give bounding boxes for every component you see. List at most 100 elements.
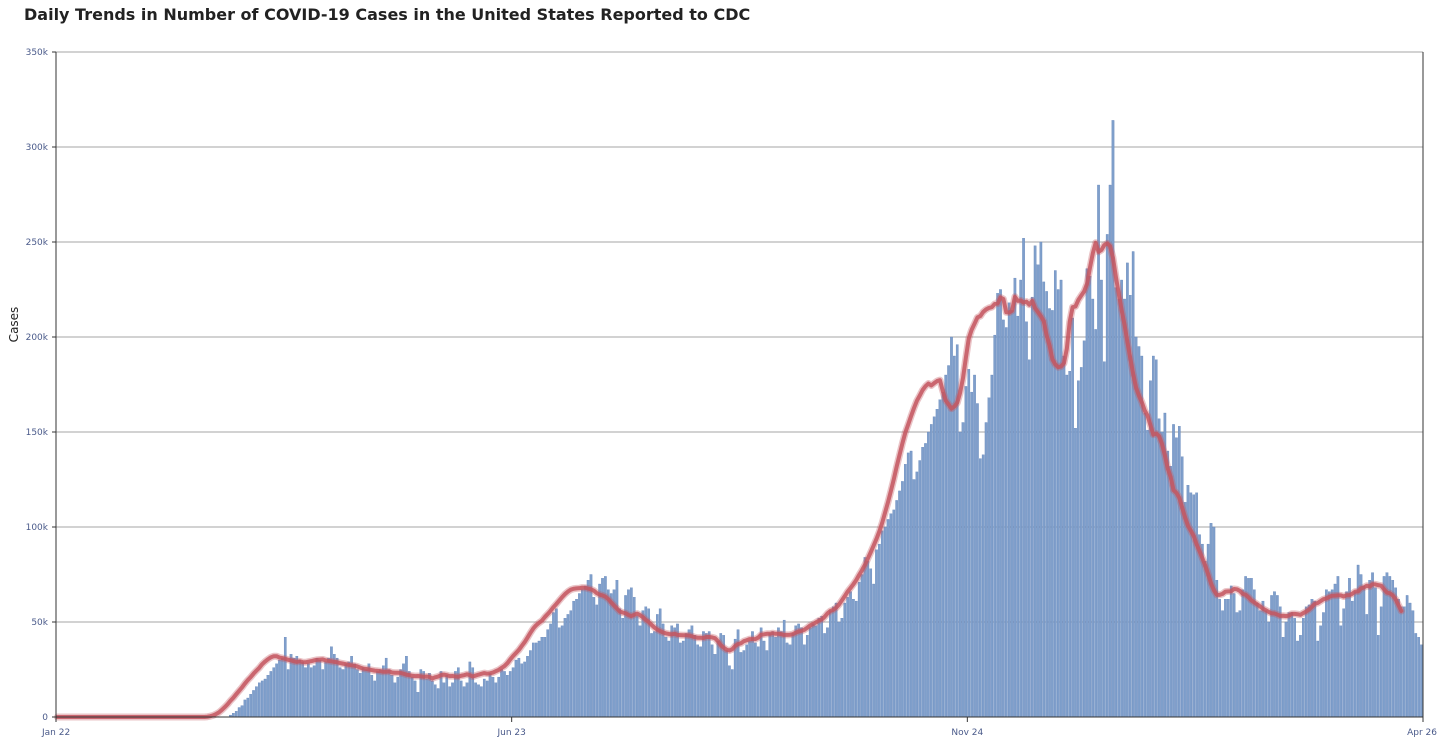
bar [237, 707, 241, 718]
bar [232, 713, 235, 718]
bar [338, 667, 342, 718]
bar [762, 640, 766, 718]
bar [693, 635, 697, 718]
bar [272, 667, 276, 718]
bar [286, 669, 290, 718]
bar [1160, 431, 1164, 718]
bar [751, 631, 754, 718]
bar [1241, 589, 1245, 718]
y-axis-title: Cases [7, 307, 21, 343]
bar [1264, 610, 1268, 718]
bar [563, 618, 567, 718]
bar [405, 656, 408, 718]
bar [1195, 492, 1198, 718]
bar [909, 450, 913, 718]
bar [1255, 602, 1259, 718]
axis-labels: 0 50k 100k 150k 200k 250k 300k 350k Jan 22 Jun 23… [7, 48, 1437, 738]
bar [1325, 589, 1328, 718]
bar [1091, 298, 1095, 718]
bar [1143, 412, 1147, 718]
bar [705, 633, 708, 718]
bar [855, 600, 858, 718]
bar [912, 479, 916, 718]
bar [312, 665, 316, 718]
bar [1227, 599, 1230, 718]
x-tick-label: Jun 23 [496, 728, 525, 738]
bar [1088, 276, 1092, 718]
bar [234, 711, 238, 718]
bar [1074, 428, 1077, 718]
bar [1097, 184, 1100, 718]
bar [552, 612, 555, 718]
bar [979, 458, 982, 718]
bar [283, 637, 287, 718]
bar [1085, 268, 1089, 718]
bar [1368, 580, 1371, 718]
bar [1053, 270, 1057, 718]
bar [730, 669, 734, 718]
bar [702, 631, 705, 718]
bar [918, 460, 922, 718]
bar [269, 671, 273, 718]
bar [1379, 606, 1383, 718]
bar [549, 623, 552, 718]
bar [947, 365, 950, 718]
bar [1342, 608, 1346, 718]
bar [990, 374, 994, 718]
bar [889, 513, 893, 718]
bar [555, 608, 558, 718]
bar [1281, 637, 1285, 718]
bar [361, 667, 365, 718]
bar [1002, 319, 1005, 718]
bar [433, 684, 437, 718]
bar [973, 374, 976, 718]
bar [410, 676, 414, 718]
bar [1131, 251, 1135, 718]
bar [883, 526, 887, 718]
bar [1103, 361, 1106, 718]
bar [526, 656, 529, 718]
bar [849, 591, 852, 718]
bar [1100, 279, 1103, 718]
bar [941, 391, 945, 718]
bar [531, 642, 535, 718]
bar [898, 490, 901, 718]
bar [356, 669, 359, 718]
bar [1025, 321, 1028, 718]
bar [739, 652, 743, 718]
bar [1261, 600, 1265, 718]
bar [249, 694, 252, 718]
bar [658, 608, 662, 718]
bar [341, 669, 345, 718]
bar [1351, 600, 1354, 718]
bar [1376, 635, 1380, 718]
bar [1322, 612, 1325, 718]
bar [511, 667, 515, 718]
bar [1229, 585, 1233, 718]
bar [1010, 310, 1014, 718]
bar [1120, 279, 1123, 718]
bar [961, 422, 965, 718]
bar [364, 669, 368, 718]
bar [814, 625, 818, 718]
bar [595, 604, 599, 718]
bar [1400, 606, 1403, 718]
bar [860, 574, 864, 718]
bar [780, 631, 783, 718]
bar [673, 627, 676, 718]
bar [246, 697, 250, 718]
bar [431, 680, 434, 718]
y-tick-label: 350k [26, 48, 49, 58]
bar [278, 659, 281, 718]
bar [448, 686, 451, 718]
bar [670, 625, 674, 718]
bar [529, 650, 532, 718]
bar [330, 646, 333, 718]
bar [852, 599, 855, 718]
bar [491, 676, 495, 718]
bar [327, 657, 330, 718]
bar [1408, 602, 1412, 718]
bar [915, 471, 919, 718]
bar [892, 509, 896, 718]
bar [699, 646, 702, 718]
